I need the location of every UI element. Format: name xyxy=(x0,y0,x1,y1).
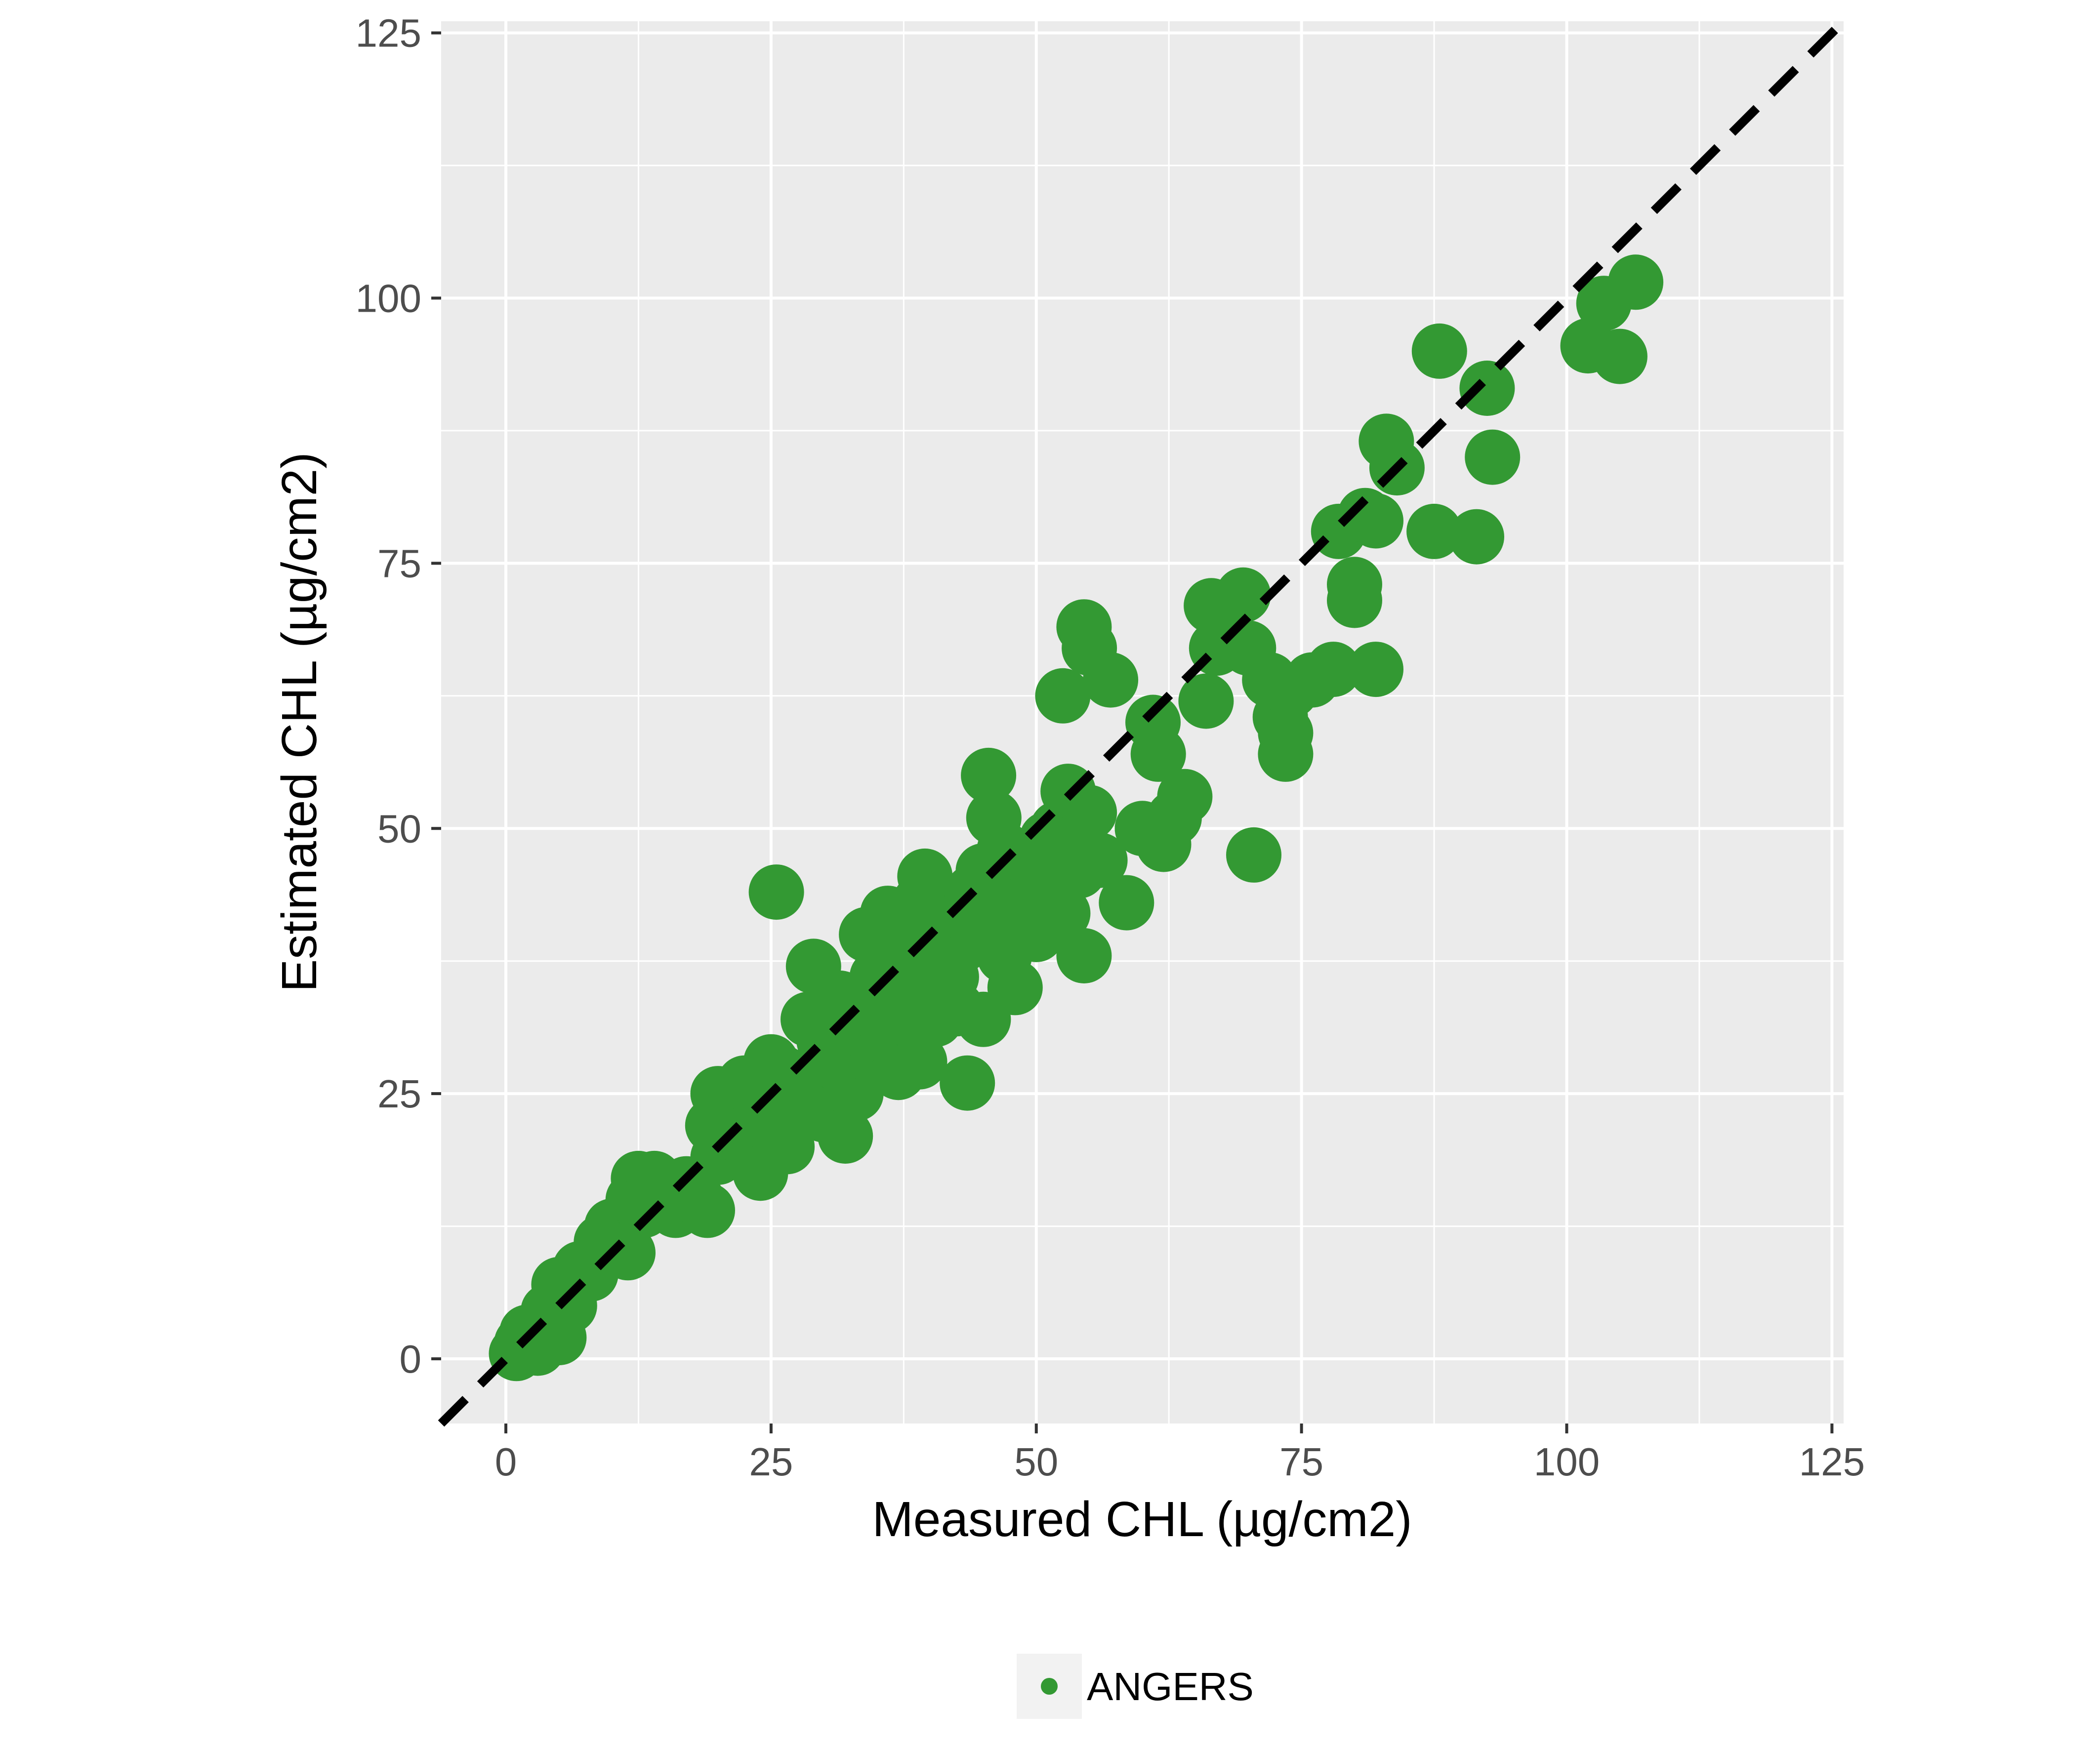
y-tick-label: 25 xyxy=(377,1072,421,1116)
data-point xyxy=(1306,642,1361,697)
y-tick-label: 0 xyxy=(400,1337,422,1381)
x-tick-label: 125 xyxy=(1799,1440,1865,1484)
x-tick-label: 100 xyxy=(1534,1440,1600,1484)
data-point xyxy=(961,747,1017,803)
data-point xyxy=(897,848,953,904)
data-point xyxy=(1157,769,1213,824)
data-point xyxy=(1215,567,1271,623)
x-tick-label: 0 xyxy=(495,1440,517,1484)
data-point xyxy=(1226,827,1281,883)
y-tick-label: 125 xyxy=(356,11,421,55)
data-point xyxy=(1465,429,1521,485)
data-point xyxy=(1072,832,1128,888)
legend-label-angers: ANGERS xyxy=(1087,1665,1254,1709)
data-point xyxy=(1592,328,1647,384)
data-point xyxy=(1178,673,1234,729)
data-point xyxy=(1130,726,1186,782)
data-point xyxy=(748,864,804,920)
x-tick-label: 75 xyxy=(1279,1440,1323,1484)
data-point xyxy=(818,1108,873,1164)
data-point xyxy=(1608,254,1664,310)
legend: ANGERS xyxy=(1017,1654,1254,1719)
data-points xyxy=(489,254,1664,1382)
data-point xyxy=(1258,726,1314,782)
data-point xyxy=(680,1182,735,1238)
y-axis-title: Estimated CHL (µg/cm2) xyxy=(272,452,327,992)
data-point xyxy=(1459,361,1515,416)
data-point xyxy=(1348,493,1403,549)
data-point xyxy=(600,1225,656,1281)
data-point xyxy=(1327,572,1382,628)
y-tick-label: 50 xyxy=(377,807,421,851)
data-point xyxy=(940,1055,995,1111)
data-point xyxy=(1035,668,1091,724)
x-axis-title: Measured CHL (µg/cm2) xyxy=(872,1492,1412,1547)
data-point xyxy=(1348,642,1403,697)
data-point xyxy=(1411,323,1467,379)
data-point xyxy=(1406,503,1462,559)
data-point xyxy=(1062,785,1117,840)
data-point xyxy=(1056,928,1112,983)
x-tick-label: 25 xyxy=(749,1440,793,1484)
y-axis-ticks: 0 25 50 75 100 125 xyxy=(356,11,441,1381)
legend-key-dot xyxy=(1041,1678,1058,1695)
y-tick-label: 100 xyxy=(356,276,421,320)
data-point xyxy=(1449,509,1504,565)
data-point xyxy=(987,960,1043,1016)
data-point xyxy=(1083,652,1139,708)
data-point xyxy=(1035,886,1091,941)
minor-gridlines xyxy=(441,21,1844,1424)
x-axis-ticks: 0 25 50 75 100 125 xyxy=(495,1424,1865,1484)
data-point xyxy=(892,1034,947,1090)
x-tick-label: 50 xyxy=(1014,1440,1058,1484)
data-point xyxy=(1099,875,1154,931)
y-tick-label: 75 xyxy=(377,541,421,585)
